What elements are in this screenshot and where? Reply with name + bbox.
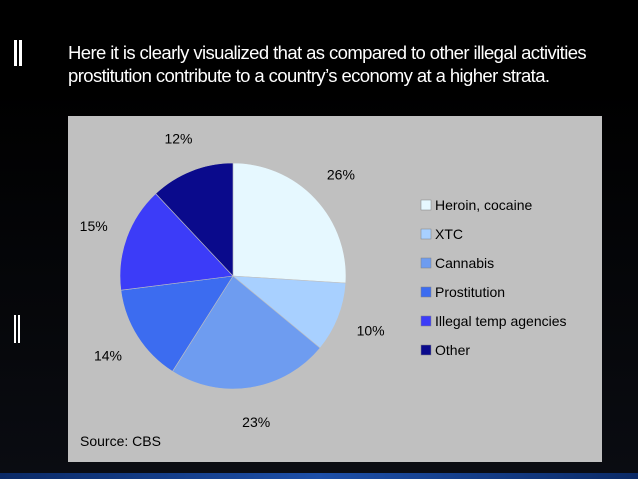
legend-swatch [420, 344, 432, 356]
legend-label: Prostitution [435, 284, 505, 300]
legend-label: Cannabis [435, 255, 494, 271]
pie-slice [119, 193, 234, 291]
bottom-bar [0, 473, 638, 479]
slide-title: Here it is clearly visualized that as co… [68, 42, 587, 86]
legend-swatch [420, 199, 432, 211]
pie-slice [232, 162, 347, 284]
slice-value-label: 15% [80, 218, 108, 234]
pie-chart-panel: 26% 10% 23% 14% 15% 12% Heroin, cocaine XTC Cann… [68, 116, 602, 462]
pie-slice [155, 162, 234, 277]
legend-label: Heroin, cocaine [435, 197, 532, 213]
pie-slice [232, 275, 347, 349]
source-note: Source: CBS [80, 433, 161, 449]
slice-value-label: 10% [357, 323, 385, 339]
slice-value-label: 12% [164, 130, 192, 146]
legend-swatch [420, 315, 432, 327]
legend-label: Illegal temp agencies [435, 313, 567, 329]
legend-swatch [420, 257, 432, 269]
slice-value-label: 14% [94, 347, 122, 363]
slice-value-label: 26% [327, 167, 355, 183]
legend-swatch [420, 228, 432, 240]
legend-swatch [420, 286, 432, 298]
pie-slice [120, 275, 234, 372]
legend-label: Other [435, 342, 470, 358]
pie-chart: 26% 10% 23% 14% 15% 12% Heroin, cocaine XTC Cann… [80, 130, 567, 449]
legend-label: XTC [435, 226, 463, 242]
pie-slice [172, 275, 321, 390]
slice-value-label: 23% [242, 414, 270, 430]
